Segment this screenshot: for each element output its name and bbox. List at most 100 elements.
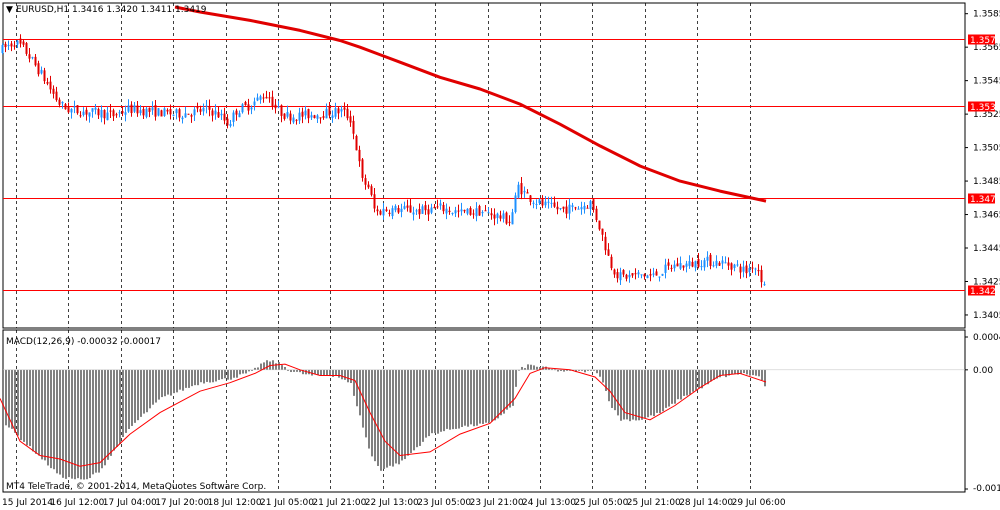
macd-bar [275,363,277,370]
bull-candle [445,208,448,214]
macd-bar [203,369,205,384]
horizontal-levels[interactable] [3,39,965,291]
macd-bar [506,369,508,410]
macd-bar [140,369,142,417]
bear-candle [709,254,712,266]
macd-bar [305,369,307,375]
bear-candle [169,108,172,115]
bear-candle [196,107,199,109]
macd-bar [344,369,346,380]
macd-bar [689,369,691,395]
macd-bar [638,369,640,421]
macd-bar [242,369,244,374]
bear-candle [346,108,349,119]
bull-candle [646,275,649,279]
macd-bar [107,369,109,460]
bull-candle [61,101,64,104]
macd-bar [338,369,340,378]
bull-candle [139,110,142,114]
macd-tick-label: -0.00167 [973,484,1000,494]
macd-bar [224,369,226,379]
macd-bar [38,369,40,456]
bear-candle [319,117,322,119]
macd-bar [647,369,649,418]
price-axis: 1.3585 1.3565 1.3545 1.3525 1.3505 1.3485 1.34… [965,10,1000,321]
chart-menu-icon[interactable]: ▼ [6,5,13,15]
macd-bar [641,369,643,420]
bear-candle [610,256,613,269]
bear-candle [745,265,748,274]
bear-candle [442,204,445,212]
bull-candle [16,40,19,45]
macd-bar [446,369,448,429]
bear-candle [178,109,181,118]
bear-candle [478,205,481,216]
macd-bar [59,369,61,475]
copyright-text: MT4 TeleTrade, © 2001-2014, MetaQuotes S… [6,482,266,492]
bear-candle [289,113,292,121]
bull-candle [736,264,739,266]
macd-bar [41,369,43,460]
bear-candle [697,259,700,267]
macd-bar [374,369,376,462]
macd-bar [200,369,202,383]
bear-candle [556,206,559,210]
macd-bar [680,369,682,400]
macd-bar [284,366,286,370]
bear-candle [553,202,556,207]
price-tick-label: 1.3445 [973,244,1000,254]
macd-bar [158,369,160,400]
macd-bar [479,369,481,424]
macd-bar [677,369,679,400]
bear-candle [328,106,331,116]
bull-candle [664,264,667,273]
bull-candle [286,112,289,117]
macd-bar [602,369,604,383]
macd-bar [341,369,343,380]
bull-candle [106,112,109,121]
bear-candle [235,110,238,115]
bear-candle [424,205,427,211]
bull-candle [259,96,262,100]
macd-bar [302,369,304,375]
macd-label: MACD(12,26,9) -0.00032 -0.00017 [6,337,161,347]
macd-bar [32,369,34,452]
bull-candle [754,268,757,270]
bear-candle [526,192,529,194]
bear-candle [211,110,214,116]
bear-candle [49,81,52,90]
macd-bar [26,369,28,446]
macd-bar [719,369,721,378]
level-price-label: 1.3530 [970,103,1000,113]
bear-candle [112,110,115,117]
macd-bar [74,369,76,480]
macd-bar [695,369,697,391]
bull-candle [118,112,121,114]
bear-candle [370,186,373,195]
macd-bar [464,369,466,426]
bull-candle [298,112,301,121]
macd-bar [614,369,616,411]
bear-candle [166,109,169,112]
bear-candle [634,273,637,275]
bull-candle [157,108,160,116]
macd-bar [755,369,757,376]
macd-bar [527,364,529,370]
macd-bar [635,369,637,421]
macd-bar [512,369,514,406]
bear-candle [718,262,721,266]
macd-bar [65,369,67,479]
bear-candle [730,263,733,270]
bull-candle [502,213,505,219]
macd-bar [584,369,586,373]
macd-bar [431,369,433,434]
macd-bar [251,369,253,371]
bull-candle [310,115,313,118]
macd-bar [662,369,664,412]
macd-bar [155,369,157,403]
bear-candle [373,194,376,209]
bear-candle [109,110,112,112]
